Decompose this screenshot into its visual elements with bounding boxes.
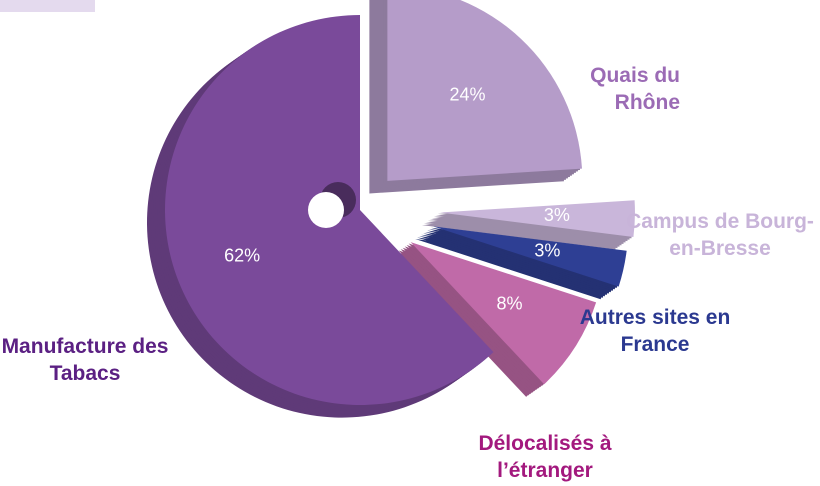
slice-side <box>425 231 619 293</box>
slice-side <box>421 234 615 296</box>
category-label: Quais du Rhône <box>590 64 680 114</box>
slice <box>410 242 597 385</box>
category-label: Autres sites en France <box>579 306 731 356</box>
slice <box>439 200 635 237</box>
value-label: 62% <box>224 245 260 265</box>
slice-side <box>431 227 625 289</box>
hole <box>308 192 344 228</box>
slice-side <box>429 229 623 290</box>
slice-side <box>423 233 617 294</box>
header-band <box>0 0 95 12</box>
category-label: Délocalisés à l’étranger <box>478 432 612 482</box>
slice <box>387 0 582 181</box>
value-label: 3% <box>534 241 560 261</box>
slice-side <box>419 236 613 297</box>
slice <box>433 226 627 287</box>
slice-side <box>417 237 611 298</box>
value-label: 24% <box>449 84 485 104</box>
category-label: Manufacture des Tabacs <box>1 335 169 385</box>
slice-side <box>427 230 621 291</box>
slice-side <box>415 238 609 300</box>
value-label: 8% <box>496 294 522 314</box>
value-label: 3% <box>544 205 570 225</box>
category-label: Campus de Bourg-en-Bresse <box>626 210 814 260</box>
